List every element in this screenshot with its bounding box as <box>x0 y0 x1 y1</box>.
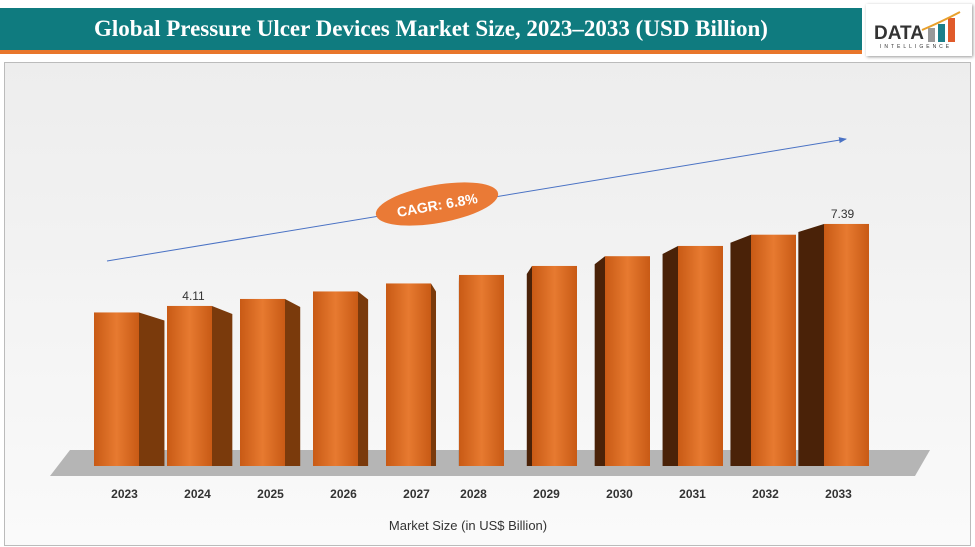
bar-2033 <box>824 223 869 466</box>
logo-graphic: DATA INTELLIGENCE <box>874 11 961 50</box>
chart-title: Global Pressure Ulcer Devices Market Siz… <box>94 16 768 41</box>
bar-side <box>730 234 751 466</box>
cagr-badge <box>375 182 499 226</box>
x-tick-label: 2031 <box>679 487 706 501</box>
bar-side <box>594 256 605 466</box>
x-tick-label: 2027 <box>403 487 430 501</box>
x-tick-label: 2032 <box>752 487 779 501</box>
logo: DATA INTELLIGENCE <box>866 4 972 56</box>
bar-2028 <box>459 274 504 466</box>
data-label: 7.39 <box>831 207 855 221</box>
x-tick-label: 2025 <box>257 487 284 501</box>
title-bar: Global Pressure Ulcer Devices Market Siz… <box>0 8 862 54</box>
bar-side <box>431 283 437 466</box>
bar-side <box>526 265 532 466</box>
bar-2031 <box>678 245 723 466</box>
bar-2025 <box>240 298 285 466</box>
bar-2032 <box>751 234 796 466</box>
x-axis-label: Market Size (in US$ Billion) <box>389 518 547 533</box>
bar-side <box>358 291 369 466</box>
bar-side <box>139 312 165 466</box>
bar-side <box>212 305 233 466</box>
x-tick-label: 2023 <box>111 487 138 501</box>
svg-text:DATA: DATA <box>874 23 924 44</box>
data-label: 4.11 <box>182 289 205 303</box>
x-tick-label: 2030 <box>606 487 633 501</box>
bar-side <box>798 223 824 466</box>
bar-side <box>662 245 678 466</box>
bar-2023 <box>94 312 139 466</box>
x-tick-label: 2029 <box>533 487 560 501</box>
bar-2024 <box>167 305 212 466</box>
bar-2030 <box>605 256 650 466</box>
bar-side <box>285 298 301 466</box>
bar-2029 <box>532 265 577 466</box>
svg-text:INTELLIGENCE: INTELLIGENCE <box>880 44 952 50</box>
x-tick-label: 2026 <box>330 487 357 501</box>
x-tick-label: 2024 <box>184 487 211 501</box>
bar-2027 <box>386 283 431 466</box>
x-tick-label: 2028 <box>460 487 487 501</box>
x-tick-label: 2033 <box>825 487 852 501</box>
bar-2026 <box>313 291 358 466</box>
